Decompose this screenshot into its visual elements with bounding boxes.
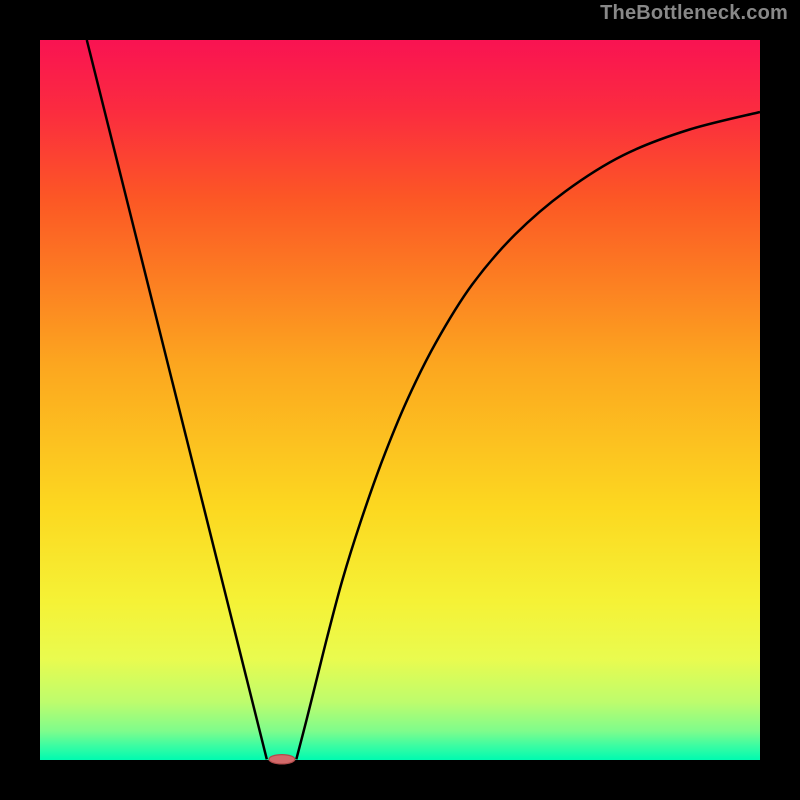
plot-background xyxy=(40,40,760,760)
chart-svg xyxy=(0,0,800,800)
watermark-text: TheBottleneck.com xyxy=(600,2,788,25)
vertex-marker xyxy=(269,755,295,764)
chart-frame: TheBottleneck.com xyxy=(0,0,800,800)
